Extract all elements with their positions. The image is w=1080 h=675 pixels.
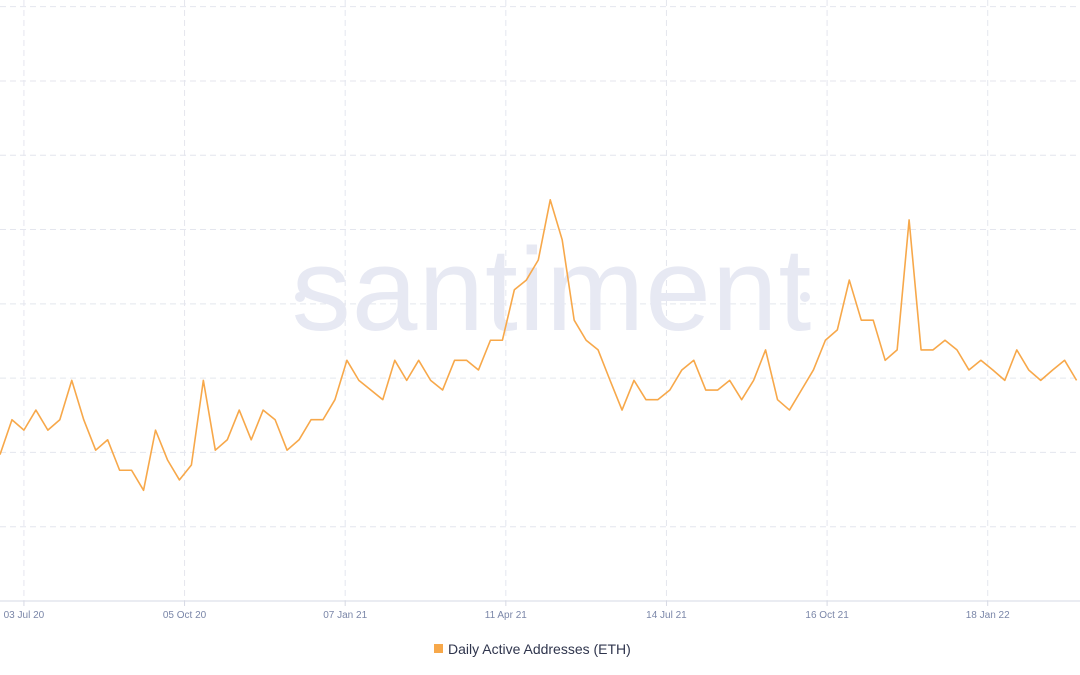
watermark: santiment [292, 224, 813, 356]
x-tick-label: 05 Oct 20 [163, 610, 207, 621]
data-line [0, 199, 1078, 492]
grid [0, 0, 1080, 601]
watermark-text: santiment [292, 224, 813, 356]
watermark-dot [295, 292, 305, 302]
legend-label: Daily Active Addresses (ETH) [448, 641, 631, 657]
x-tick-label: 11 Apr 21 [485, 610, 528, 621]
x-tick-label: 16 Oct 21 [805, 610, 849, 621]
legend: Daily Active Addresses (ETH) [434, 641, 631, 657]
watermark-dot [800, 292, 810, 302]
x-tick-label: 14 Jul 21 [646, 610, 687, 621]
legend-swatch [434, 644, 443, 653]
x-tick-label: 18 Jan 22 [966, 610, 1010, 621]
x-tick-label: 07 Jan 21 [323, 610, 367, 621]
x-tick-label: 03 Jul 20 [4, 610, 45, 621]
